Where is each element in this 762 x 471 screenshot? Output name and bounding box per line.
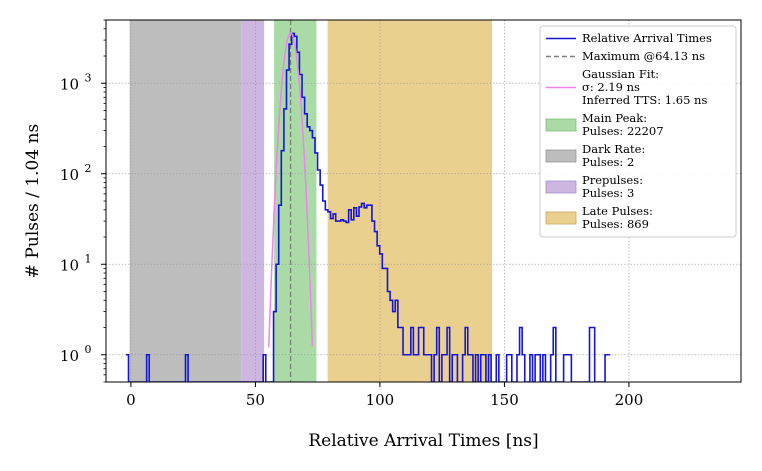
legend-label-relative-arrival-times: Relative Arrival Times xyxy=(582,31,712,45)
y-tick-exponent: 2 xyxy=(85,162,92,175)
x-tick-label: 100 xyxy=(366,391,395,409)
legend-handle-late-pulses xyxy=(545,211,577,225)
region-late-pulses xyxy=(327,20,492,382)
legend-handle-dark-rate xyxy=(545,149,577,163)
histogram-series xyxy=(125,32,611,382)
legend-label-dark-rate: Pulses: 2 xyxy=(582,155,634,169)
legend-handle-main-peak xyxy=(545,118,577,132)
gaussian-fit-curve xyxy=(268,32,314,348)
region-dark-rate xyxy=(129,20,242,382)
legend-label-gaussian-fit: Inferred TTS: 1.65 ns xyxy=(582,93,707,107)
y-tick-label: 10 xyxy=(60,347,79,365)
legend-label-prepulses: Pulses: 3 xyxy=(582,186,634,200)
legend-label-late-pulses: Late Pulses: xyxy=(582,204,653,218)
legend-label-dark-rate: Dark Rate: xyxy=(582,142,645,156)
x-tick-label: 0 xyxy=(126,391,136,409)
gaussian-fit-layer xyxy=(268,32,314,348)
legend-label-maximum-64-13-ns: Maximum @64.13 ns xyxy=(582,49,705,63)
y-tick-label: 10 xyxy=(60,256,79,274)
legend-handle-prepulses xyxy=(545,180,577,194)
legend-label-main-peak: Main Peak: xyxy=(582,111,647,125)
y-tick-label: 10 xyxy=(60,75,79,93)
legend: Relative Arrival Times Maximum @64.13 ns G… xyxy=(539,25,737,238)
x-tick-label: 50 xyxy=(246,391,265,409)
y-tick-exponent: 3 xyxy=(85,71,92,84)
x-axis-label: Relative Arrival Times [ns] xyxy=(308,431,538,451)
y-axis-label: # Pulses / 1.04 ns xyxy=(23,124,43,278)
region-main-peak xyxy=(274,20,317,382)
legend-label-gaussian-fit: Gaussian Fit: xyxy=(582,67,659,81)
y-tick-exponent: 0 xyxy=(85,343,92,356)
y-ticks: 10 0 10 1 10 2 10 3 xyxy=(60,19,106,383)
legend-box xyxy=(539,25,737,238)
region-prepulses xyxy=(241,20,265,382)
legend-label-main-peak: Pulses: 22207 xyxy=(582,124,664,138)
x-tick-label: 200 xyxy=(615,391,644,409)
histogram-layer xyxy=(125,32,611,382)
x-tick-label: 150 xyxy=(490,391,519,409)
y-tick-exponent: 1 xyxy=(85,252,92,265)
legend-label-gaussian-fit: σ: 2.19 ns xyxy=(582,80,640,94)
legend-label-late-pulses: Pulses: 869 xyxy=(582,217,649,231)
legend-label-prepulses: Prepulses: xyxy=(582,173,643,187)
y-tick-label: 10 xyxy=(60,166,79,184)
x-ticks: 0 50 100 150 200 xyxy=(126,382,643,409)
